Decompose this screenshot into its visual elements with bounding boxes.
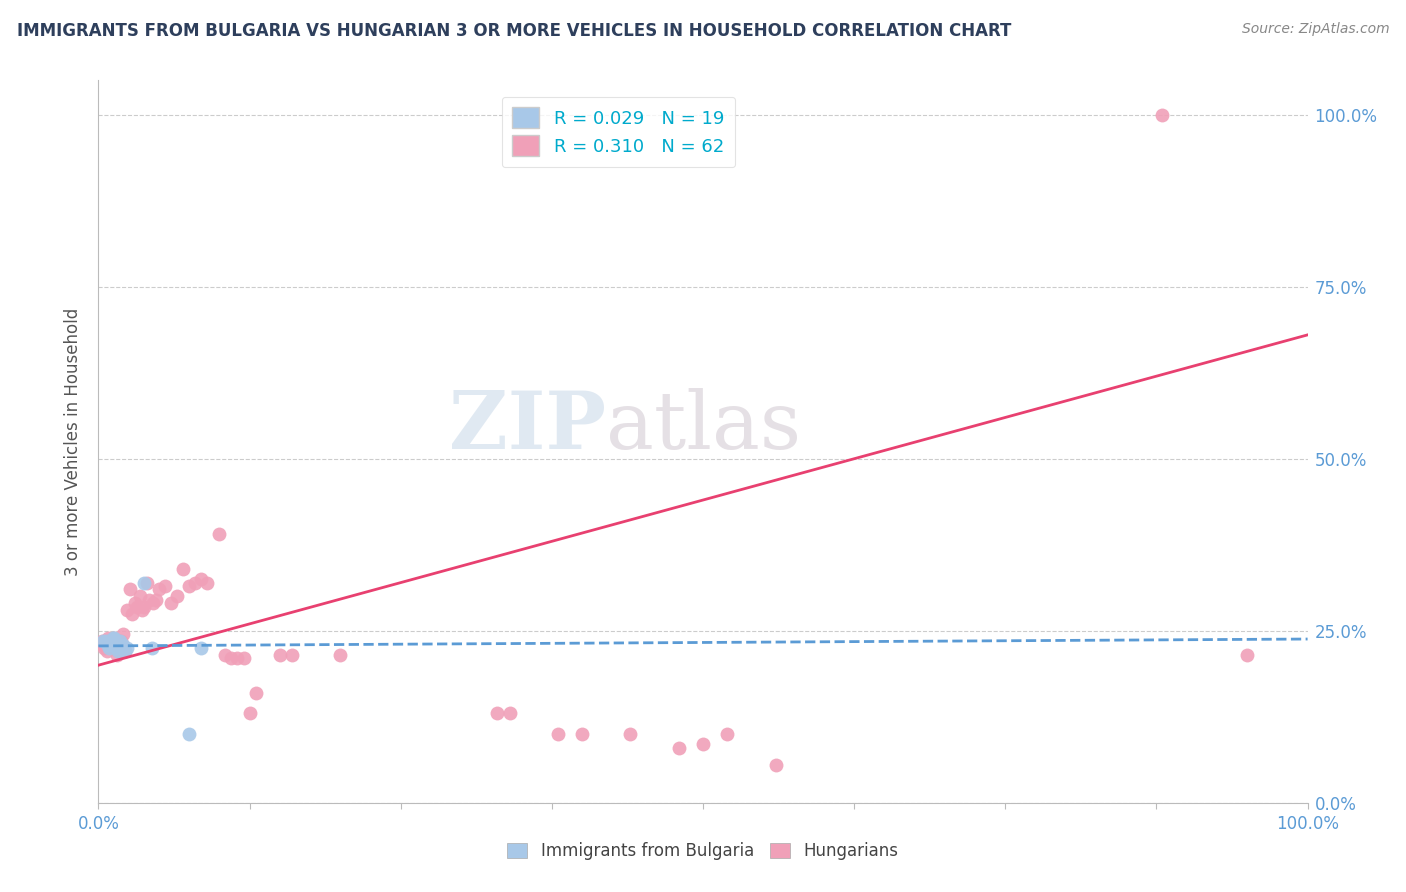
Point — [127, 599, 149, 614]
Point — [131, 603, 153, 617]
Point — [103, 631, 125, 645]
Point — [134, 599, 156, 614]
Point — [117, 603, 139, 617]
Point — [105, 648, 128, 662]
Point — [221, 651, 243, 665]
Text: Source: ZipAtlas.com: Source: ZipAtlas.com — [1241, 22, 1389, 37]
Point — [160, 596, 183, 610]
Point — [110, 634, 132, 648]
Point — [100, 638, 122, 652]
Point — [107, 644, 129, 658]
Y-axis label: 3 or more Vehicles in Household: 3 or more Vehicles in Household — [65, 308, 83, 575]
Point — [135, 575, 157, 590]
Point — [117, 640, 139, 655]
Point — [112, 644, 135, 658]
Point — [195, 575, 218, 590]
Legend: Immigrants from Bulgaria, Hungarians: Immigrants from Bulgaria, Hungarians — [501, 836, 905, 867]
Point — [184, 575, 207, 590]
Point — [329, 648, 352, 662]
Point — [97, 631, 120, 645]
Point — [142, 596, 165, 610]
Point — [1152, 108, 1174, 122]
Point — [190, 572, 212, 586]
Point — [98, 640, 121, 655]
Point — [486, 706, 509, 721]
Point — [118, 582, 141, 597]
Point — [138, 592, 160, 607]
Point — [108, 644, 131, 658]
Point — [148, 582, 170, 597]
Point — [668, 740, 690, 755]
Point — [716, 727, 738, 741]
Point — [111, 638, 134, 652]
Point — [98, 638, 121, 652]
Point — [105, 640, 128, 655]
Point — [114, 644, 136, 658]
Point — [239, 706, 262, 721]
Point — [547, 727, 569, 741]
Point — [214, 648, 236, 662]
Text: atlas: atlas — [606, 388, 801, 467]
Point — [571, 727, 593, 741]
Point — [172, 562, 194, 576]
Point — [166, 590, 188, 604]
Point — [104, 634, 127, 648]
Point — [101, 631, 124, 645]
Point — [111, 627, 134, 641]
Point — [97, 638, 120, 652]
Point — [94, 634, 117, 648]
Point — [269, 648, 291, 662]
Point — [765, 758, 787, 772]
Point — [281, 648, 304, 662]
Point — [226, 651, 249, 665]
Point — [96, 644, 118, 658]
Point — [141, 640, 163, 655]
Point — [232, 651, 254, 665]
Point — [121, 607, 143, 621]
Point — [108, 634, 131, 648]
Point — [103, 631, 125, 645]
Point — [145, 592, 167, 607]
Text: IMMIGRANTS FROM BULGARIA VS HUNGARIAN 3 OR MORE VEHICLES IN HOUSEHOLD CORRELATIO: IMMIGRANTS FROM BULGARIA VS HUNGARIAN 3 … — [17, 22, 1011, 40]
Point — [153, 579, 176, 593]
Point — [93, 640, 115, 655]
Point — [114, 644, 136, 658]
Point — [100, 638, 122, 652]
Point — [692, 737, 714, 751]
Point — [91, 638, 114, 652]
Point — [104, 638, 127, 652]
Point — [91, 634, 114, 648]
Point — [179, 579, 201, 593]
Point — [128, 590, 150, 604]
Point — [498, 706, 520, 721]
Point — [101, 640, 124, 655]
Point — [108, 634, 131, 648]
Point — [134, 575, 156, 590]
Point — [619, 727, 641, 741]
Point — [208, 527, 231, 541]
Text: ZIP: ZIP — [450, 388, 606, 467]
Point — [100, 634, 122, 648]
Point — [179, 727, 201, 741]
Point — [1236, 648, 1258, 662]
Point — [124, 596, 146, 610]
Point — [107, 644, 129, 658]
Point — [190, 640, 212, 655]
Point — [94, 634, 117, 648]
Point — [100, 634, 122, 648]
Point — [91, 634, 114, 648]
Point — [245, 686, 267, 700]
